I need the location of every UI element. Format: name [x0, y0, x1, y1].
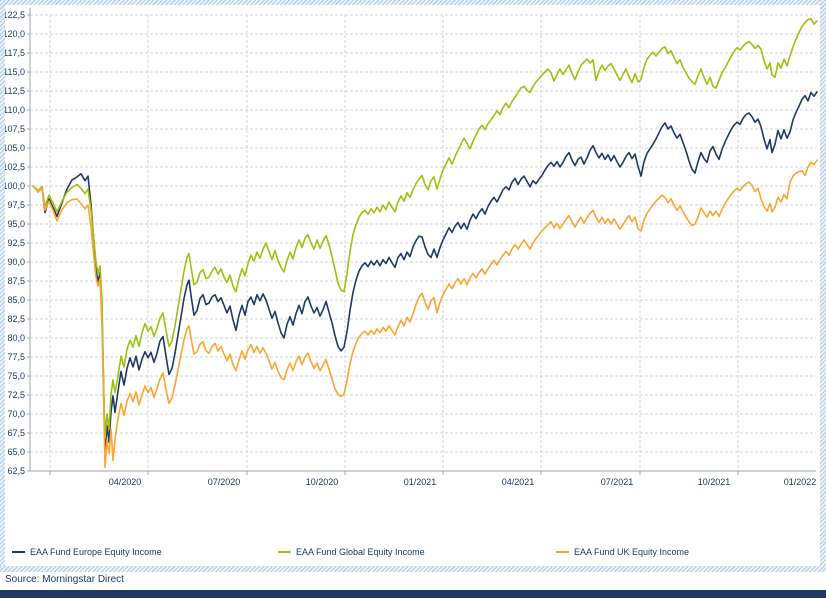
y-tick-label: 110,0 — [3, 105, 25, 115]
y-tick-label: 62,5 — [7, 466, 25, 476]
y-tick-label: 85,0 — [7, 295, 25, 305]
x-tick-label: 04/2020 — [109, 477, 142, 487]
y-tick-label: 95,0 — [7, 219, 25, 229]
performance-line-chart: 122,5 120,0 117,5 115,0 112,5 110,0 107,5 105,0… — [2, 8, 818, 487]
legend-line-swatch-europe — [12, 551, 25, 553]
frame-border-bottom — [0, 566, 826, 572]
y-tick-label: 107,5 — [2, 124, 25, 134]
x-tick-label: 04/2021 — [502, 477, 535, 487]
y-tick-label: 90,0 — [7, 257, 25, 267]
y-tick-label: 87,5 — [7, 276, 25, 286]
y-tick-label: 75,0 — [7, 371, 25, 381]
legend-item-europe-equity-income: EAA Fund Europe Equity Income — [12, 546, 162, 558]
y-tick-label: 70,0 — [7, 409, 25, 419]
y-tick-label: 80,0 — [7, 333, 25, 343]
legend-item-uk-equity-income: EAA Fund UK Equity Income — [556, 546, 689, 558]
x-tick-label: 01/2022 — [784, 477, 817, 487]
legend-line-swatch-uk — [556, 551, 569, 553]
y-tick-label: 117,5 — [3, 48, 25, 58]
frame-border-left — [0, 0, 5, 572]
y-tick-label: 92,5 — [7, 238, 25, 248]
y-tick-label: 72,5 — [7, 390, 25, 400]
y-tick-label: 112,5 — [3, 86, 25, 96]
series-line — [32, 91, 818, 452]
legend-label-uk: EAA Fund UK Equity Income — [574, 547, 690, 557]
y-tick-label: 122,5 — [2, 10, 25, 20]
y-tick-label: 100,0 — [2, 181, 25, 191]
series-line — [32, 17, 818, 440]
x-tick-label: 10/2021 — [698, 477, 731, 487]
frame-border-right — [820, 0, 826, 572]
series-line — [32, 159, 818, 469]
legend-item-global-equity-income: EAA Fund Global Equity Income — [278, 546, 425, 558]
frame-border-top — [0, 0, 826, 5]
y-tick-label: 97,5 — [7, 200, 25, 210]
source-attribution: Source: Morningstar Direct — [5, 574, 124, 585]
x-tick-label: 10/2020 — [306, 477, 339, 487]
window-bottom-bar — [0, 590, 826, 598]
y-tick-label: 67,5 — [7, 428, 25, 438]
x-tick-label: 01/2021 — [404, 477, 437, 487]
legend-label-europe: EAA Fund Europe Equity Income — [30, 547, 162, 557]
y-tick-label: 105,0 — [2, 143, 25, 153]
y-tick-label: 65,0 — [7, 447, 25, 457]
x-tick-label: 07/2021 — [601, 477, 634, 487]
y-tick-label: 102,5 — [2, 162, 25, 172]
y-tick-label: 120,0 — [2, 29, 25, 39]
y-tick-label: 115,0 — [3, 67, 25, 77]
source-bar: Source: Morningstar Direct — [0, 572, 826, 590]
legend-label-global: EAA Fund Global Equity Income — [296, 547, 425, 557]
x-tick-label: 07/2020 — [208, 477, 241, 487]
y-tick-label: 77,5 — [7, 352, 25, 362]
y-tick-label: 82,5 — [7, 314, 25, 324]
legend-line-swatch-global — [278, 551, 291, 553]
